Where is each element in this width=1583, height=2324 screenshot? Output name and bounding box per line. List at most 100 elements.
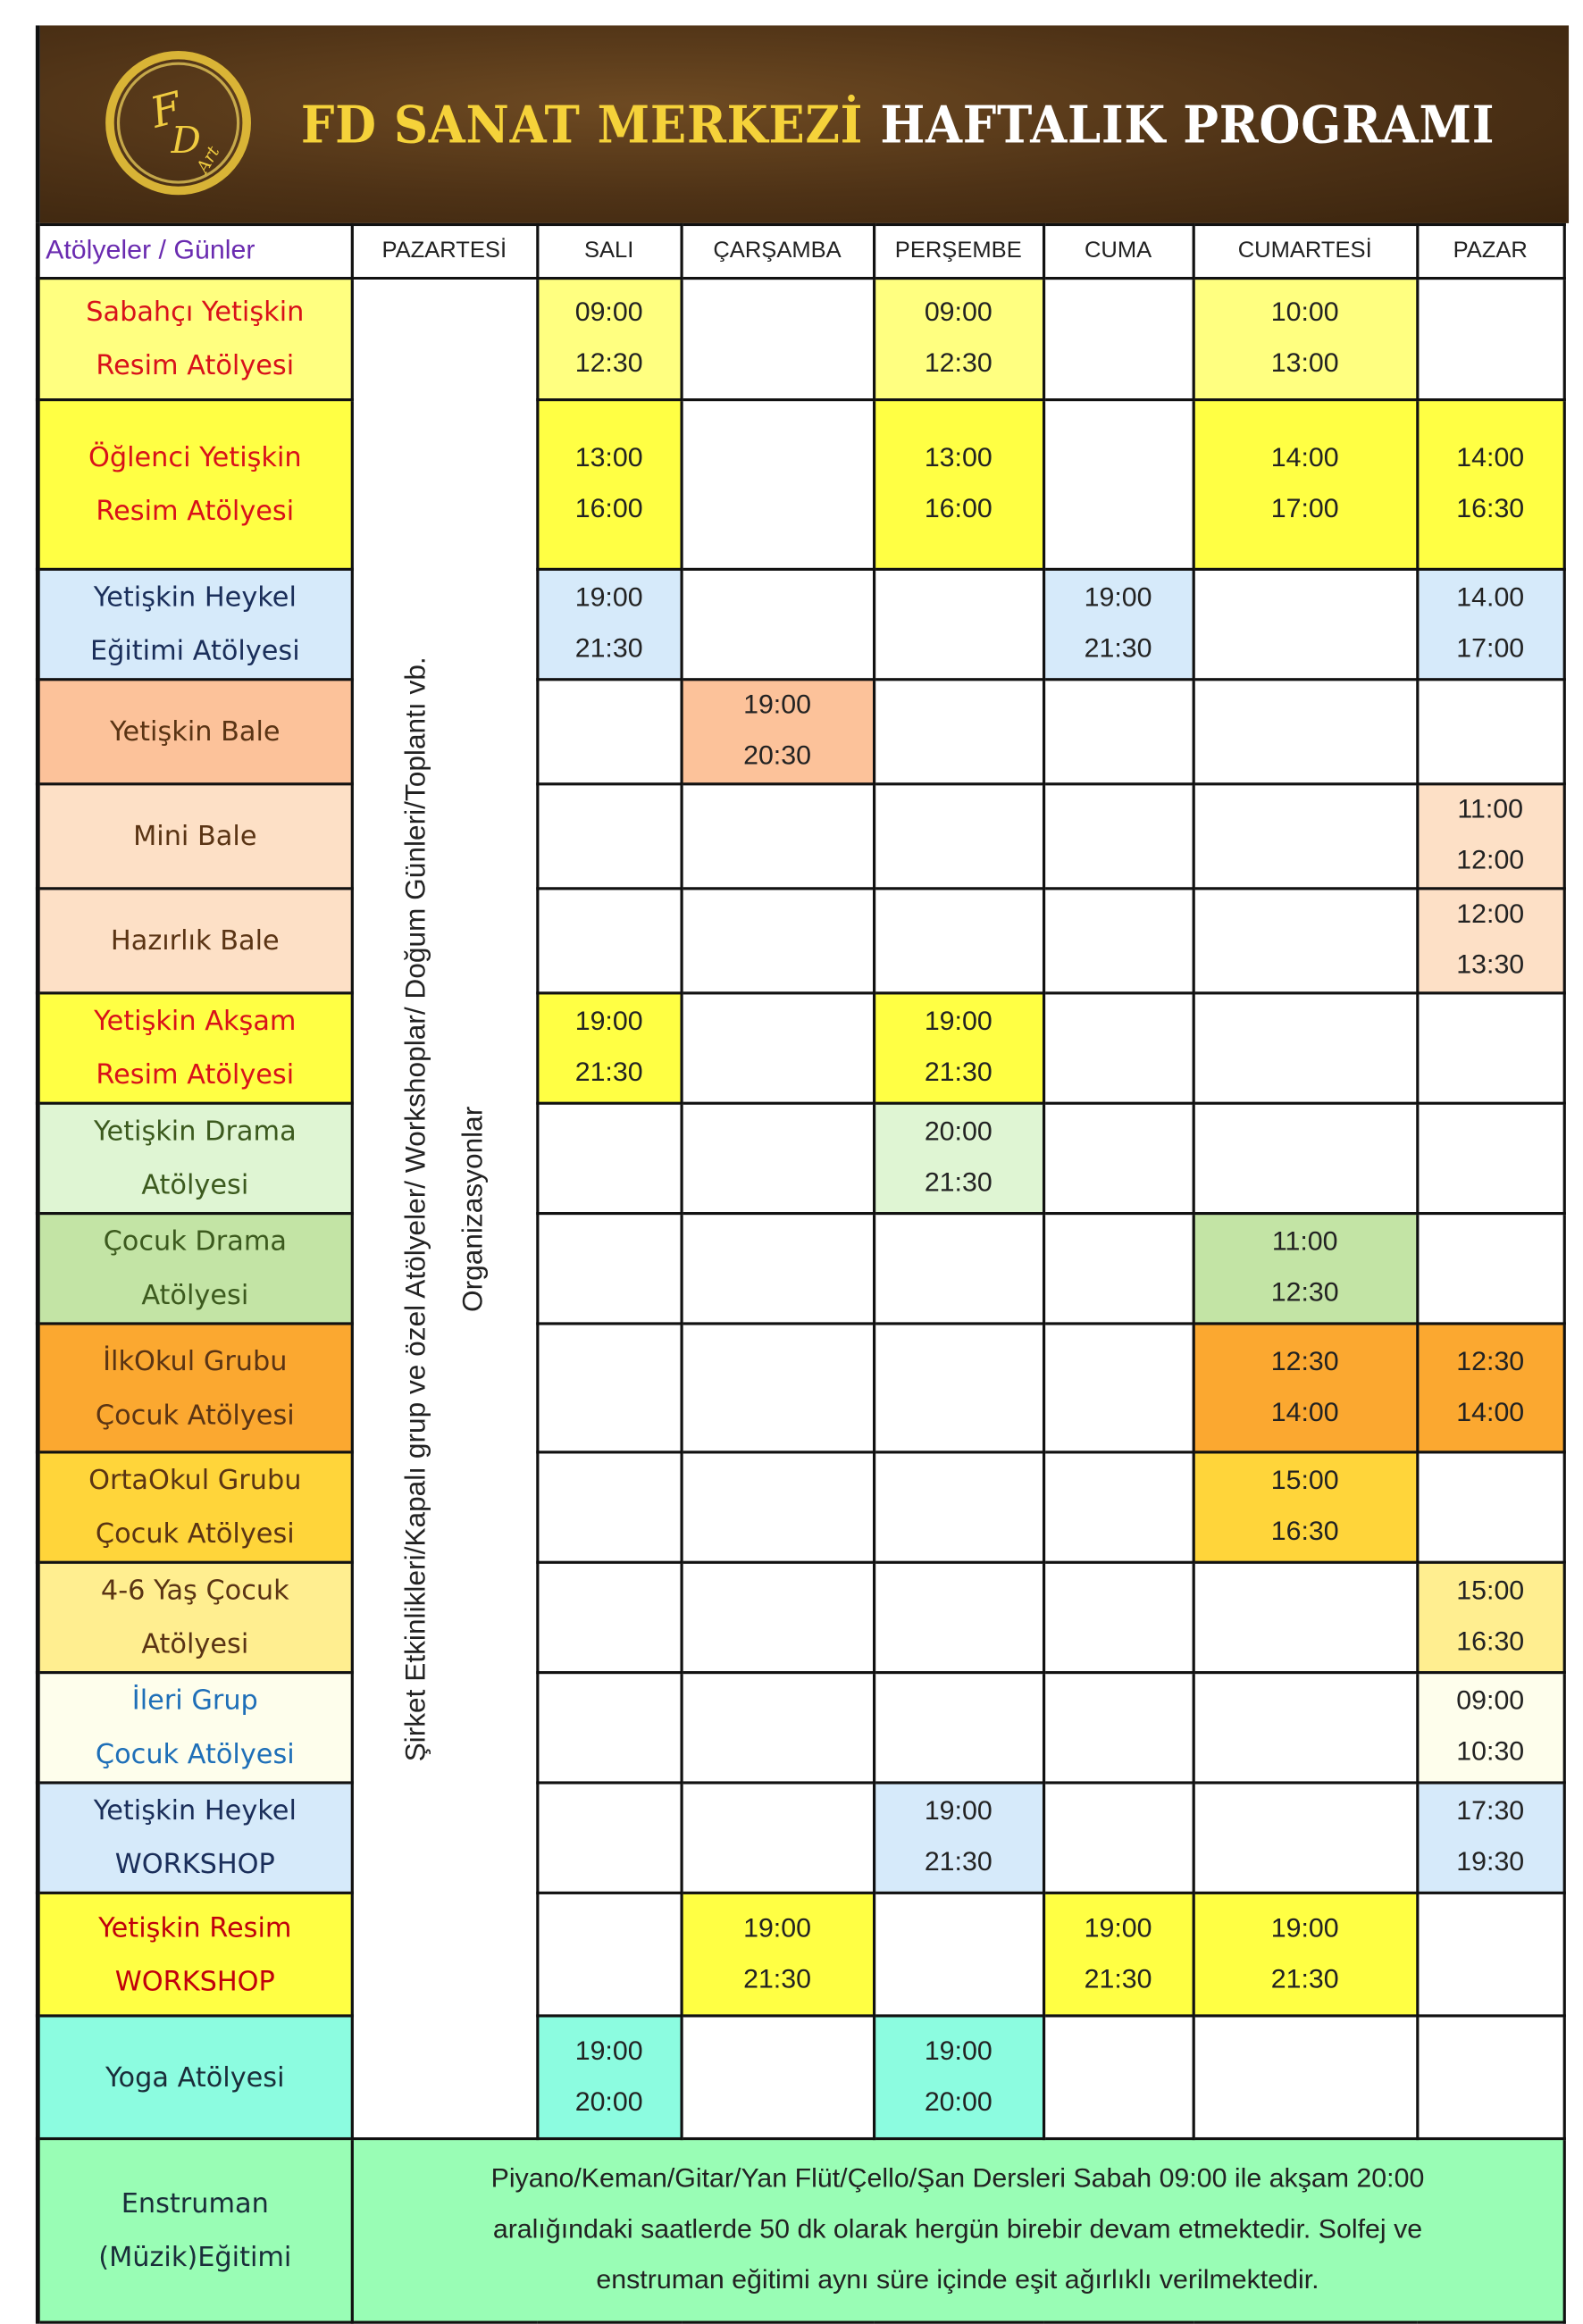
empty-slot <box>1415 1101 1566 1216</box>
fd-art-logo: F D Art <box>105 50 251 196</box>
workshop-label: 4-6 Yaş Çocuk Atölyesi <box>36 1560 354 1675</box>
empty-slot <box>1042 887 1194 995</box>
workshop-label-line2: Resim Atölyesi <box>96 496 295 527</box>
slot-end: 12:30 <box>924 348 993 379</box>
empty-slot <box>1191 1781 1419 1894</box>
empty-slot <box>1042 1781 1194 1894</box>
workshop-label: İleri Grup Çocuk Atölyesi <box>36 1671 354 1785</box>
empty-slot <box>679 887 875 995</box>
workshop-label: Öğlenci Yetişkin Resim Atölyesi <box>36 398 354 571</box>
empty-slot <box>1042 678 1194 786</box>
time-slot: 19:00 20:00 <box>872 2014 1045 2141</box>
title-program: HAFTALIK PROGRAMI <box>880 96 1495 155</box>
workshop-label-line2: Atölyesi <box>141 1169 249 1201</box>
workshop-label: OrtaOkul Grubu Çocuk Atölyesi <box>36 1450 354 1564</box>
slot-end: 13:00 <box>1270 348 1339 379</box>
schedule-row: Çocuk Drama Atölyesi 11:00 12:30 <box>36 1212 1566 1325</box>
empty-slot <box>679 1101 875 1216</box>
empty-slot <box>679 1560 875 1675</box>
workshop-label: İlkOkul Grubu Çocuk Atölyesi <box>36 1322 354 1454</box>
empty-slot <box>679 1781 875 1894</box>
svg-text:D: D <box>171 119 201 162</box>
schedule-row: İlkOkul Grubu Çocuk Atölyesi 12:30 14:00 12:… <box>36 1322 1566 1454</box>
workshop-label-line2: Çocuk Atölyesi <box>95 1399 295 1431</box>
schedule-poster: F D Art FD SANAT MERKEZİ HAFTALIK PROGRA… <box>35 25 1570 2324</box>
workshop-label-line1: Mini Bale <box>133 820 257 852</box>
slot-start: 19:00 <box>743 1913 811 1944</box>
empty-slot <box>1042 1101 1194 1216</box>
time-slot: 14.00 17:00 <box>1415 567 1566 681</box>
slot-end: 16:00 <box>574 494 643 524</box>
day-header-sunday: PAZAR <box>1415 222 1566 280</box>
day-header-thursday: PERŞEMBE <box>872 222 1045 280</box>
empty-slot <box>535 1212 683 1325</box>
workshop-label-line2: Eğitimi Atölyesi <box>89 635 300 667</box>
slot-start: 19:00 <box>574 1007 643 1037</box>
empty-slot <box>679 1671 875 1785</box>
schedule-row: Yoga Atölyesi 19:00 20:00 19:00 20:00 <box>36 2014 1566 2141</box>
time-slot: 19:00 21:30 <box>1042 1891 1194 2018</box>
slot-start: 19:00 <box>574 2036 643 2067</box>
slot-start: 11:00 <box>1457 795 1524 825</box>
empty-slot <box>1415 678 1566 786</box>
schedule-row: Sabahçı Yetişkin Resim Atölyesi Şirket Etk… <box>36 276 1566 2141</box>
empty-slot <box>1415 1891 1566 2018</box>
day-header-friday: CUMA <box>1042 222 1194 280</box>
empty-slot <box>535 1450 683 1564</box>
empty-slot <box>679 276 875 402</box>
workshop-label: Yetişkin Akşam Resim Atölyesi <box>36 991 354 1105</box>
slot-end: 17:00 <box>1270 494 1339 524</box>
monday-note-line1: Şirket Etkinlikleri/Kapalı grup ve özel … <box>399 656 431 1761</box>
slot-end: 16:30 <box>1270 1517 1339 1547</box>
header-row: Atölyeler / Günler PAZARTESİ SALI ÇARŞAM… <box>36 222 1566 280</box>
slot-end: 19:30 <box>1456 1847 1525 1877</box>
empty-slot <box>1415 1212 1566 1325</box>
empty-slot <box>872 782 1045 890</box>
time-slot: 09:00 12:30 <box>535 276 683 402</box>
slot-start: 13:00 <box>924 443 993 473</box>
weekly-schedule-table: Atölyeler / Günler PAZARTESİ SALI ÇARŞAM… <box>35 222 1566 2324</box>
empty-slot <box>1415 2014 1566 2141</box>
empty-slot <box>535 1560 683 1675</box>
empty-slot <box>1191 991 1419 1105</box>
empty-slot <box>679 1450 875 1564</box>
title-brand: FD SANAT MERKEZİ <box>300 96 864 155</box>
music-label-line1: Enstruman <box>121 2187 269 2220</box>
time-slot: 10:00 13:00 <box>1191 276 1419 402</box>
time-slot: 11:00 12:00 <box>1415 782 1566 890</box>
empty-slot <box>535 1671 683 1785</box>
empty-slot <box>1191 567 1419 681</box>
slot-end: 16:30 <box>1456 1627 1525 1658</box>
schedule-row: Yetişkin Drama Atölyesi 20:00 21:30 <box>36 1101 1566 1216</box>
music-label-line2: (Müzik)Eğitimi <box>98 2241 292 2273</box>
schedule-row: OrtaOkul Grubu Çocuk Atölyesi 15:00 16:30 <box>36 1450 1566 1564</box>
time-slot: 13:00 16:00 <box>872 398 1045 571</box>
empty-slot <box>679 2014 875 2141</box>
time-slot: 09:00 10:30 <box>1415 1671 1566 1785</box>
time-slot: 12:30 14:00 <box>1191 1322 1419 1454</box>
empty-slot <box>535 678 683 786</box>
slot-start: 09:00 <box>574 297 643 328</box>
empty-slot <box>1042 276 1194 402</box>
music-text-line1: Piyano/Keman/Gitar/Yan Flüt/Çello/Şan De… <box>490 2164 1425 2194</box>
slot-end: 21:30 <box>1270 1964 1339 1994</box>
time-slot: 15:00 16:30 <box>1415 1560 1566 1675</box>
workshop-label: Sabahçı Yetişkin Resim Atölyesi <box>36 276 354 402</box>
empty-slot <box>535 1322 683 1454</box>
header-banner: F D Art FD SANAT MERKEZİ HAFTALIK PROGRA… <box>35 25 1570 223</box>
empty-slot <box>1191 1671 1419 1785</box>
day-header-tuesday: SALI <box>535 222 683 280</box>
workshop-label: Yoga Atölyesi <box>36 2014 354 2141</box>
workshop-label-line1: Yetişkin Bale <box>109 715 281 748</box>
slot-start: 19:00 <box>1084 583 1152 614</box>
slot-end: 21:30 <box>743 1964 811 1994</box>
slot-end: 16:00 <box>924 494 993 524</box>
day-header-wednesday: ÇARŞAMBA <box>679 222 875 280</box>
empty-slot <box>1042 1671 1194 1785</box>
empty-slot <box>872 1560 1045 1675</box>
workshop-label-line1: Yoga Atölyesi <box>105 2061 285 2094</box>
workshop-label-line1: Hazırlık Bale <box>110 924 280 957</box>
empty-slot <box>1042 398 1194 571</box>
schedule-row: Yetişkin Resim WORKSHOP 19:00 21:30 19:00 21:… <box>36 1891 1566 2018</box>
empty-slot <box>872 567 1045 681</box>
